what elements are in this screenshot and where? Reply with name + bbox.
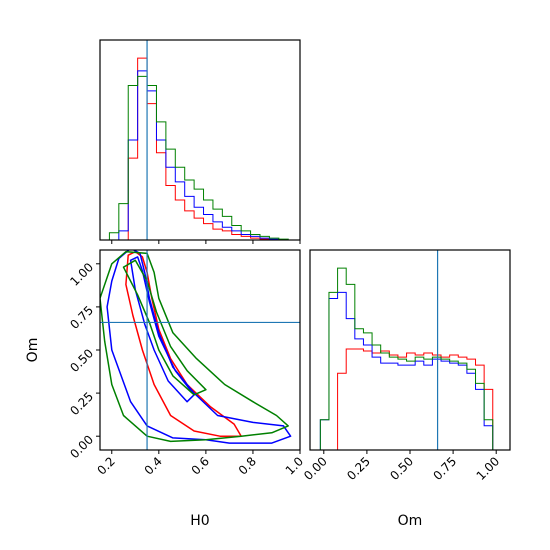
om-axis-label-bottom: Om [398,513,423,529]
contour-marks [100,250,300,450]
om-histogram-series-1-step [319,291,502,450]
h0-axis-label: H0 [190,513,209,529]
h0-histogram-ticks [111,240,301,244]
h0-histogram-marks [100,40,300,241]
h0-histogram-series-2-step [100,75,300,241]
om-axis-label-left: Om [25,338,41,363]
h0-histogram-panel [99,39,301,244]
h0-histogram-series-1-step [100,70,300,241]
contour-series-1-level-0 [106,250,292,444]
contour-series-2-level-0 [100,250,289,443]
h0-histogram-series-0-step [100,57,300,241]
h0-histogram-frame [99,39,301,241]
om-histogram-series-0-step [320,348,502,450]
om-histogram-series-2-step [319,267,502,450]
om-histogram-marks [319,250,502,450]
